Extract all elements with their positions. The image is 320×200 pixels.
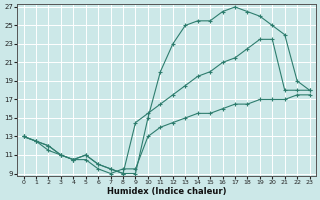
X-axis label: Humidex (Indice chaleur): Humidex (Indice chaleur) — [107, 187, 226, 196]
